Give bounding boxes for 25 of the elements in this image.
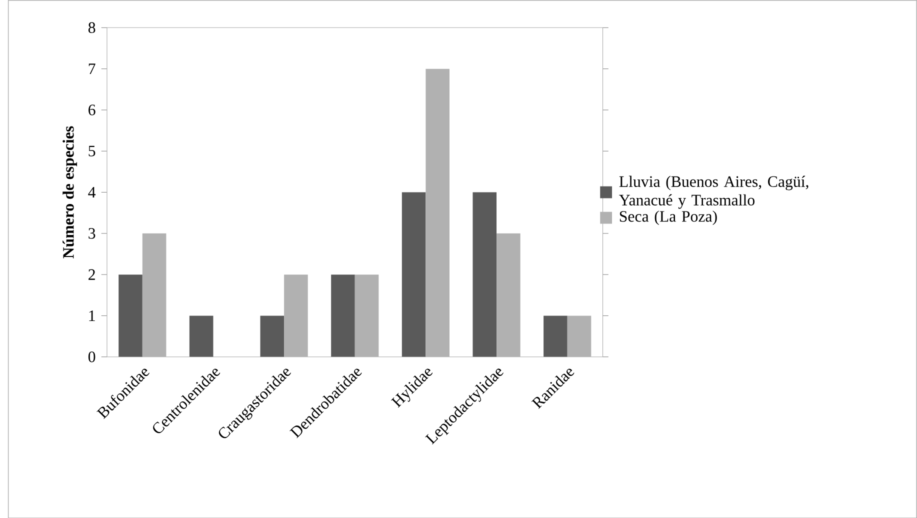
y-tick-label: 0 xyxy=(88,351,96,362)
y-tick-label: 8 xyxy=(88,22,96,33)
bar xyxy=(260,316,284,357)
y-tick-label: 3 xyxy=(88,228,96,239)
legend-label: Seca (La Poza) xyxy=(620,210,717,225)
bar xyxy=(496,233,520,357)
y-tick-label: 6 xyxy=(88,104,96,116)
y-tick-label: 1 xyxy=(89,310,95,321)
y-axis-title: Número de especies xyxy=(62,126,78,258)
bar xyxy=(142,233,166,357)
bar xyxy=(544,316,568,357)
y-tick-label: 5 xyxy=(88,146,96,156)
bar xyxy=(284,274,308,357)
bar xyxy=(331,274,355,357)
bar xyxy=(567,316,592,357)
bar xyxy=(189,316,214,357)
bar xyxy=(426,68,450,357)
bar xyxy=(118,274,142,357)
bar xyxy=(472,192,497,357)
bar xyxy=(402,192,426,357)
y-tick-label: 4 xyxy=(88,186,96,198)
legend-label: Lluvia (Buenos Aires, Cagüí, Yanacué y Trasmallo xyxy=(619,176,808,209)
y-tick-label: 2 xyxy=(88,269,95,280)
bar xyxy=(354,274,379,357)
y-tick-label: 7 xyxy=(88,63,96,74)
